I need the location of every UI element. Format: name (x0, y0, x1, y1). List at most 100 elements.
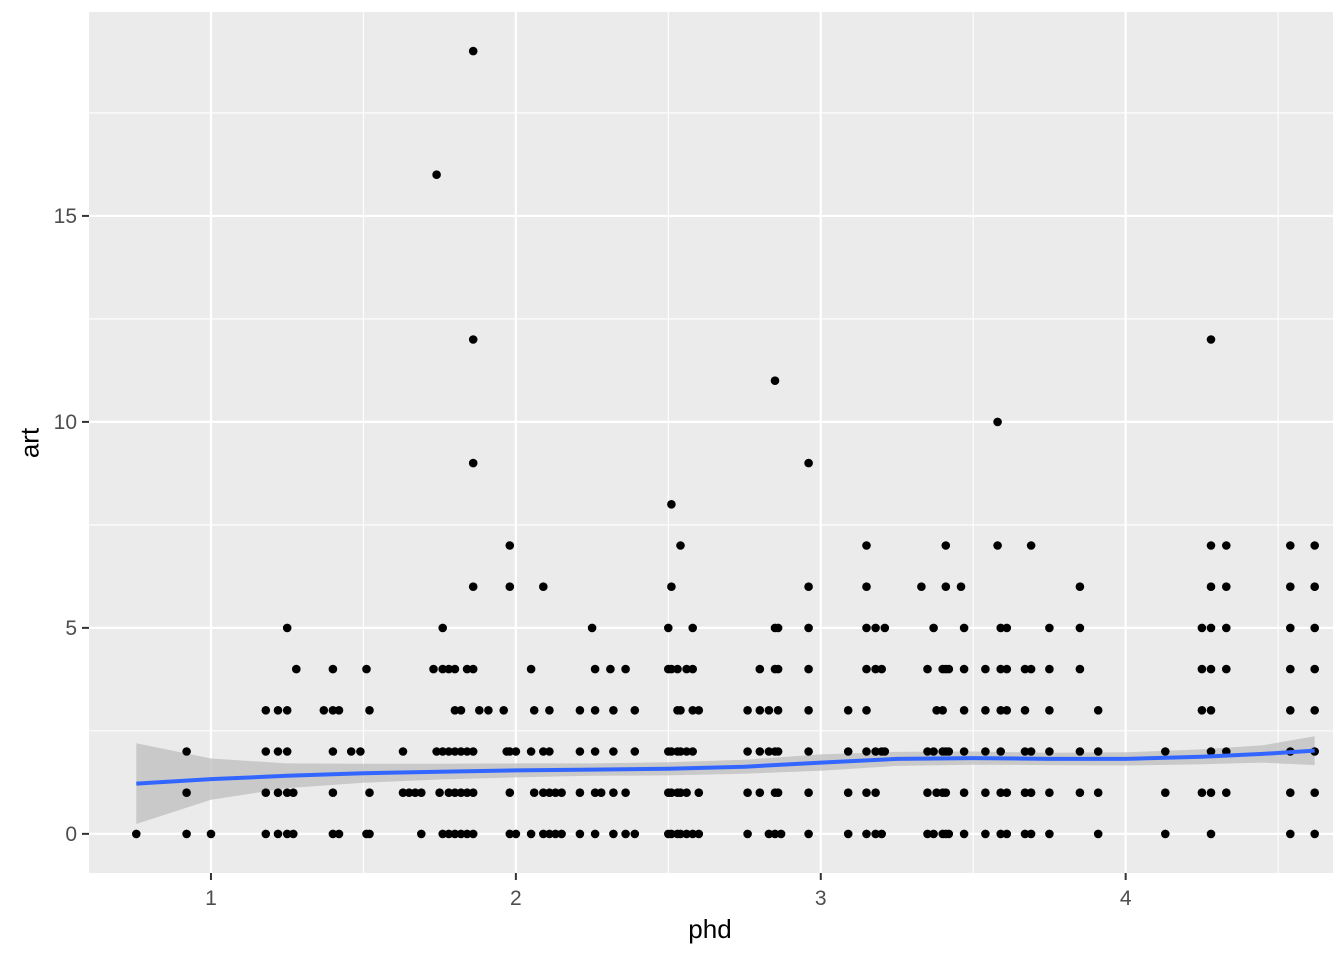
data-point (755, 788, 765, 797)
data-point (694, 706, 704, 715)
data-point (630, 747, 640, 756)
data-point (621, 788, 630, 797)
data-point (590, 829, 600, 839)
data-point (282, 747, 292, 756)
data-point (606, 664, 615, 674)
data-point (804, 706, 813, 715)
data-point (432, 747, 441, 756)
data-point (1310, 541, 1319, 550)
data-point (1002, 706, 1012, 715)
data-point (923, 664, 932, 674)
data-point (328, 829, 338, 839)
data-point (959, 623, 969, 633)
data-point (346, 747, 356, 756)
data-point (526, 747, 536, 756)
data-point (1075, 582, 1085, 591)
data-point (1206, 706, 1216, 715)
data-point (981, 706, 990, 715)
data-point (334, 706, 344, 715)
data-point (1093, 829, 1103, 839)
data-point (456, 829, 466, 839)
data-point (1222, 582, 1231, 591)
minor-gridlines (89, 12, 1333, 873)
data-point (1206, 788, 1216, 797)
data-point (590, 788, 600, 797)
data-point (743, 788, 752, 797)
data-point (529, 706, 539, 715)
data-point (282, 788, 292, 797)
data-point (545, 788, 554, 797)
data-point (880, 623, 890, 633)
data-point (1197, 788, 1207, 797)
data-point (959, 706, 969, 715)
data-point (941, 582, 951, 591)
data-point (676, 788, 685, 797)
x-tick-label: 1 (205, 887, 217, 910)
data-point (1310, 829, 1319, 839)
data-point (456, 747, 466, 756)
data-point (450, 706, 460, 715)
data-point (981, 829, 990, 839)
data-point (1045, 788, 1054, 797)
y-tick-label: 0 (65, 823, 77, 846)
data-point (993, 417, 1002, 427)
data-point (450, 664, 460, 674)
data-point (462, 788, 472, 797)
data-point (468, 335, 478, 344)
data-point (843, 788, 853, 797)
data-point (609, 706, 618, 715)
data-point (996, 747, 1005, 756)
data-point (206, 829, 216, 839)
data-point (688, 664, 697, 674)
data-point (1075, 747, 1085, 756)
data-point (804, 747, 813, 756)
data-point (282, 829, 292, 839)
data-point (682, 747, 691, 756)
data-point (776, 829, 786, 839)
data-point (1045, 829, 1054, 839)
data-point (450, 829, 460, 839)
data-point (1020, 829, 1030, 839)
data-point (688, 747, 697, 756)
data-point (1093, 747, 1103, 756)
data-point (273, 829, 283, 839)
data-point (1020, 747, 1030, 756)
data-point (182, 747, 191, 756)
data-point (462, 664, 472, 674)
data-point (1020, 664, 1030, 674)
data-point (365, 706, 374, 715)
data-point (1206, 335, 1216, 344)
data-point (438, 747, 448, 756)
data-point (468, 582, 478, 591)
data-point (764, 706, 774, 715)
y-tick-label: 5 (65, 617, 77, 640)
data-point (941, 541, 951, 550)
data-point (539, 788, 548, 797)
data-point (682, 664, 691, 674)
data-point (1286, 829, 1295, 839)
major-gridlines (89, 12, 1333, 873)
data-point (932, 788, 941, 797)
data-point (1026, 747, 1036, 756)
data-point (871, 747, 880, 756)
data-point (1197, 706, 1207, 715)
data-point (1222, 664, 1231, 674)
data-point (871, 623, 880, 633)
data-point (877, 664, 886, 674)
data-point (1093, 706, 1103, 715)
data-point (959, 747, 969, 756)
data-point (1045, 664, 1054, 674)
data-point (362, 664, 371, 674)
data-point (764, 829, 774, 839)
data-point (804, 829, 813, 839)
data-point (694, 788, 704, 797)
data-point (621, 664, 630, 674)
data-point (539, 829, 548, 839)
data-point (688, 706, 697, 715)
data-point (1075, 664, 1085, 674)
data-point (996, 706, 1005, 715)
data-point (356, 747, 365, 756)
data-point (1045, 706, 1054, 715)
data-point (743, 829, 752, 839)
data-point (938, 706, 947, 715)
